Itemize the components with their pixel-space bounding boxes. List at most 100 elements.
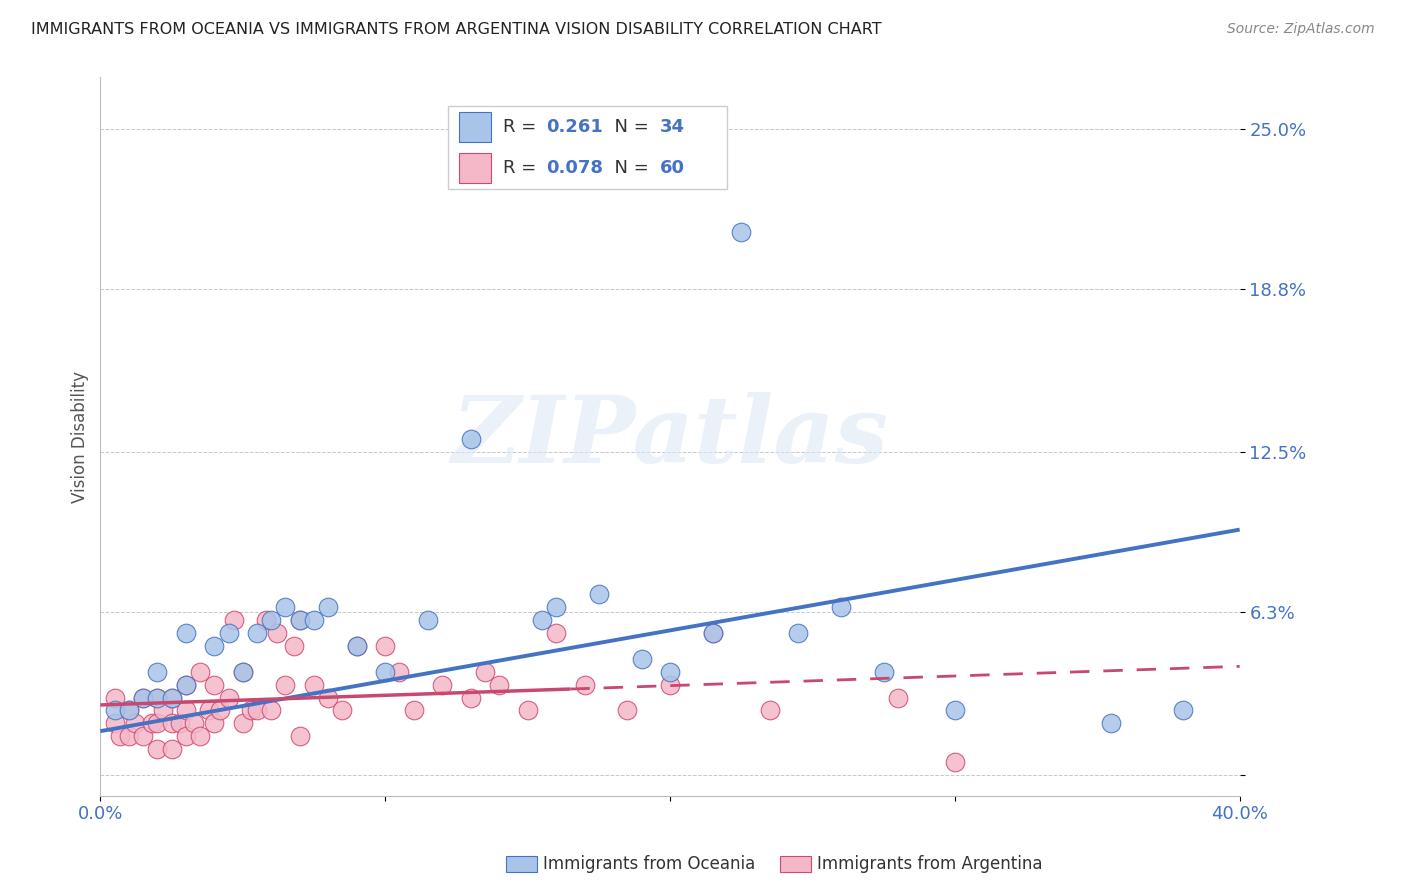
Point: [246, 626, 269, 640]
Point: [218, 690, 240, 705]
Point: [266, 626, 288, 640]
Point: [169, 716, 191, 731]
Point: [141, 716, 163, 731]
Y-axis label: Vision Disability: Vision Disability: [72, 370, 89, 502]
Point: [302, 678, 325, 692]
Point: [174, 626, 197, 640]
Point: [160, 690, 183, 705]
Point: [402, 704, 425, 718]
Point: [702, 626, 724, 640]
Point: [260, 613, 283, 627]
Point: [758, 704, 780, 718]
Point: [208, 704, 231, 718]
Point: [488, 678, 510, 692]
Point: [202, 716, 225, 731]
Point: [146, 690, 169, 705]
Point: [659, 665, 682, 679]
Point: [146, 742, 169, 756]
Point: [943, 704, 966, 718]
Point: [197, 704, 219, 718]
Text: IMMIGRANTS FROM OCEANIA VS IMMIGRANTS FROM ARGENTINA VISION DISABILITY CORRELATI: IMMIGRANTS FROM OCEANIA VS IMMIGRANTS FR…: [31, 22, 882, 37]
Point: [104, 690, 127, 705]
Point: [546, 626, 568, 640]
FancyBboxPatch shape: [460, 153, 491, 183]
Point: [460, 432, 482, 446]
Text: 34: 34: [659, 118, 685, 136]
Point: [232, 665, 254, 679]
Point: [332, 704, 354, 718]
Point: [574, 678, 596, 692]
Point: [787, 626, 810, 640]
Point: [146, 716, 169, 731]
Text: N =: N =: [603, 118, 654, 136]
Point: [202, 678, 225, 692]
Point: [516, 704, 538, 718]
Point: [183, 716, 205, 731]
Point: [232, 716, 254, 731]
Point: [872, 665, 894, 679]
Point: [232, 665, 254, 679]
Point: [118, 729, 141, 743]
Point: [160, 690, 183, 705]
Point: [316, 690, 339, 705]
Point: [830, 600, 852, 615]
Point: [104, 716, 127, 731]
Point: [260, 704, 283, 718]
FancyBboxPatch shape: [460, 112, 491, 142]
Point: [174, 729, 197, 743]
Point: [702, 626, 724, 640]
Point: [218, 626, 240, 640]
Text: R =: R =: [502, 118, 541, 136]
Text: N =: N =: [603, 159, 654, 177]
Point: [460, 690, 482, 705]
Point: [188, 665, 211, 679]
Text: 0.078: 0.078: [546, 159, 603, 177]
Point: [374, 639, 396, 653]
Point: [943, 755, 966, 769]
Text: Immigrants from Oceania: Immigrants from Oceania: [543, 855, 755, 873]
Text: Immigrants from Argentina: Immigrants from Argentina: [817, 855, 1042, 873]
Point: [474, 665, 496, 679]
Point: [616, 704, 638, 718]
Point: [416, 613, 439, 627]
Point: [283, 639, 305, 653]
Point: [274, 600, 297, 615]
Point: [174, 678, 197, 692]
Point: [160, 742, 183, 756]
Text: 60: 60: [659, 159, 685, 177]
Point: [104, 704, 127, 718]
Point: [288, 613, 311, 627]
Text: R =: R =: [502, 159, 541, 177]
Point: [132, 690, 155, 705]
Point: [388, 665, 411, 679]
Point: [530, 613, 553, 627]
Point: [146, 690, 169, 705]
Point: [174, 704, 197, 718]
Point: [146, 665, 169, 679]
Point: [224, 613, 246, 627]
Point: [288, 729, 311, 743]
Point: [302, 613, 325, 627]
Point: [132, 690, 155, 705]
Point: [152, 704, 174, 718]
Point: [274, 678, 297, 692]
Point: [288, 613, 311, 627]
Point: [374, 665, 396, 679]
Point: [346, 639, 368, 653]
Point: [174, 678, 197, 692]
Point: [546, 600, 568, 615]
Point: [124, 716, 146, 731]
Point: [316, 600, 339, 615]
Text: 0.261: 0.261: [546, 118, 603, 136]
Point: [202, 639, 225, 653]
Point: [160, 716, 183, 731]
Point: [110, 729, 132, 743]
Point: [240, 704, 263, 718]
Point: [118, 704, 141, 718]
Point: [188, 729, 211, 743]
Point: [246, 704, 269, 718]
Text: ZIPatlas: ZIPatlas: [451, 392, 889, 482]
Point: [630, 652, 652, 666]
Point: [887, 690, 910, 705]
Point: [118, 704, 141, 718]
